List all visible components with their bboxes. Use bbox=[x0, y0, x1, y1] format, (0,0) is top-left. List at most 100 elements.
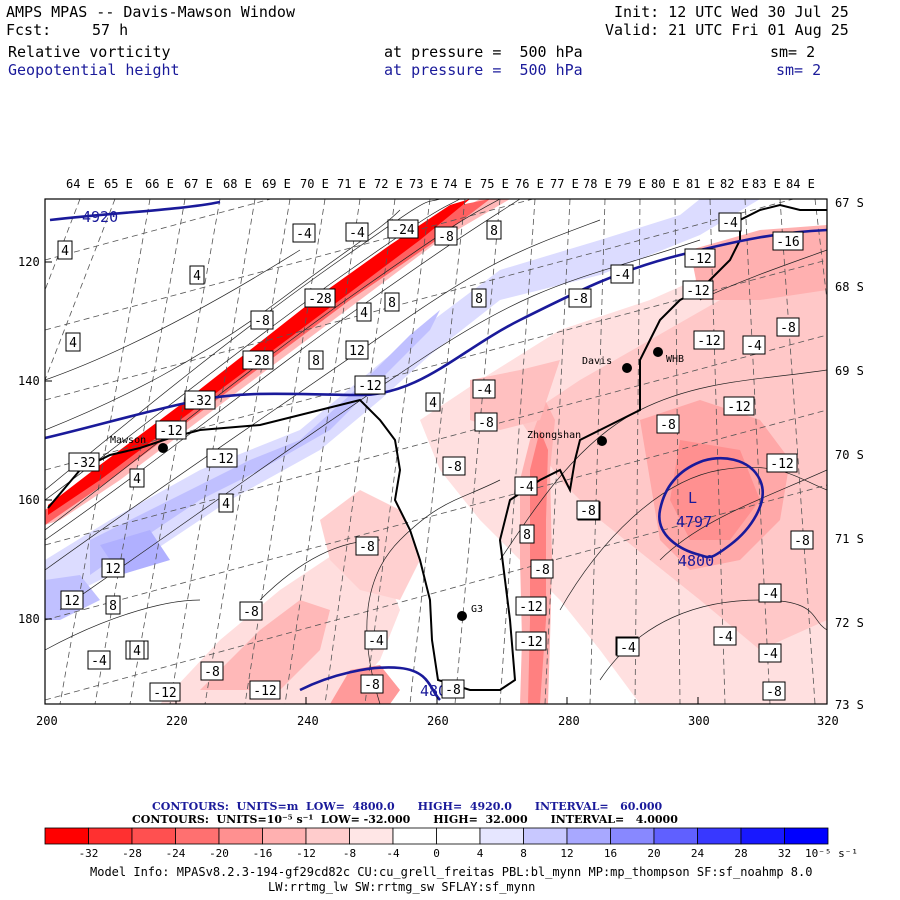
vorticity-label-box bbox=[758, 583, 782, 603]
vorticity-label: -4 bbox=[614, 268, 630, 283]
vorticity-label-box bbox=[568, 288, 592, 308]
vorticity-label-box bbox=[610, 264, 634, 284]
vorticity-labels: 4 4 4 4 -4 -4 -24 -8 8 -28 -8 8 4 8 -28 8 12 -32 -12 -32 -12… bbox=[57, 212, 814, 702]
colorbar-tick-label: 4 bbox=[477, 847, 484, 860]
height-labels: 4920 4800 4800 L 4797 bbox=[82, 208, 714, 700]
vorticity-label-box bbox=[515, 631, 547, 651]
field2-smoothing: sm= 2 bbox=[776, 61, 822, 79]
vorticity-label-box bbox=[87, 650, 111, 670]
lat-label: 70 S bbox=[835, 448, 864, 462]
x-label: 300 bbox=[688, 714, 710, 728]
vorticity-label-box bbox=[723, 396, 755, 416]
vorticity-label-box bbox=[718, 212, 742, 232]
colorbar-tick-label: -24 bbox=[166, 847, 186, 860]
vorticity-label-box bbox=[129, 640, 145, 660]
vorticity-label: 8 bbox=[388, 296, 396, 311]
vorticity-label-box bbox=[101, 558, 125, 578]
colorbar-cell bbox=[305, 827, 350, 845]
graticule bbox=[45, 199, 827, 704]
vorticity-label-box bbox=[292, 223, 316, 243]
colorbar-tick-label: 28 bbox=[734, 847, 747, 860]
vorticity-label-box bbox=[762, 681, 786, 701]
colorbar-tick-label: 24 bbox=[691, 847, 705, 860]
vorticity-label: -28 bbox=[246, 354, 269, 369]
lat-label: 72 S bbox=[835, 616, 864, 630]
vorticity-label: -4 bbox=[620, 641, 636, 656]
vorticity-label-box bbox=[684, 248, 716, 268]
colorbar-cell bbox=[610, 827, 655, 845]
colorbar-tick-label: 16 bbox=[604, 847, 617, 860]
x-axis-labels: 200 220 240 260 280 300 320 bbox=[36, 714, 839, 728]
field1-level: at pressure = 500 hPa bbox=[384, 43, 583, 61]
vorticity-label: -12 bbox=[253, 684, 276, 699]
vorticity-label: -4 bbox=[476, 383, 492, 398]
vorticity-label-box bbox=[616, 637, 640, 657]
vorticity-label: -8 bbox=[364, 678, 380, 693]
lat-label: 71 S bbox=[835, 532, 864, 546]
model-info: Model Info: MPASv8.2.3-194-gf29cd82c CU:… bbox=[90, 865, 813, 879]
vorticity-label-box bbox=[308, 350, 324, 370]
vorticity-label: -8 bbox=[254, 314, 270, 329]
vorticity-label: -8 bbox=[572, 292, 588, 307]
vorticity-label-box bbox=[790, 530, 814, 550]
colorbar-tick-label: -4 bbox=[386, 847, 400, 860]
lat-label: 67 S bbox=[835, 196, 864, 210]
lon-label: 65 E bbox=[104, 177, 133, 191]
vorticity-label: -8 bbox=[534, 563, 550, 578]
vorticity-label-box bbox=[576, 500, 600, 520]
colorbar-tick-label: 32 bbox=[778, 847, 791, 860]
vorticity-label: -12 bbox=[210, 452, 233, 467]
vorticity-label-box bbox=[105, 595, 121, 615]
vorticity-label: -8 bbox=[478, 416, 494, 431]
colorbar-tick-label: 20 bbox=[647, 847, 660, 860]
vorticity-label: -8 bbox=[438, 230, 454, 245]
vorticity-label-box bbox=[682, 280, 714, 300]
vorticity-label: 4 bbox=[222, 497, 230, 512]
vorticity-label: -8 bbox=[766, 685, 782, 700]
colorbar-tick-label: -8 bbox=[343, 847, 356, 860]
colorbar-cell bbox=[131, 827, 176, 845]
vorticity-label-box bbox=[442, 456, 466, 476]
vorticity-label-box bbox=[742, 335, 766, 355]
init-time: Init: 12 UTC Wed 30 Jul 25 bbox=[614, 3, 849, 21]
lat-labels: 67 S 68 S 69 S 70 S 71 S 72 S 73 S bbox=[835, 196, 864, 712]
vorticity-label: -8 bbox=[204, 665, 220, 680]
station-label-davis: Davis bbox=[582, 356, 612, 367]
lon-label: 82 E bbox=[720, 177, 749, 191]
y-axis-labels: 120 140 160 180 bbox=[18, 255, 40, 626]
vorticity-label: 4 bbox=[69, 336, 77, 351]
lon-label: 67 E bbox=[184, 177, 213, 191]
colorbar-cell bbox=[436, 827, 481, 845]
vorticity-label-box bbox=[471, 288, 487, 308]
vorticity-label-box bbox=[355, 536, 379, 556]
vorticity-label-box bbox=[766, 453, 798, 473]
vorticity-label-box bbox=[239, 601, 263, 621]
vorticity-label-box bbox=[129, 468, 145, 488]
vorticity-label-box bbox=[656, 414, 680, 434]
x-label: 240 bbox=[297, 714, 319, 728]
vorticity-label-box bbox=[200, 661, 224, 681]
lon-label: 81 E bbox=[686, 177, 715, 191]
vorticity-label: 12 bbox=[105, 562, 121, 577]
vorticity-label: 8 bbox=[490, 224, 498, 239]
vorticity-label-box bbox=[60, 590, 84, 610]
vorticity-label-box bbox=[519, 524, 535, 544]
vorticity-label-box bbox=[360, 674, 384, 694]
vorticity-label: -8 bbox=[660, 418, 676, 433]
vorticity-label-box bbox=[345, 222, 369, 242]
vorticity-label-box bbox=[356, 302, 372, 322]
vorticity-label: 8 bbox=[523, 528, 531, 543]
colorbar-cell bbox=[523, 827, 568, 845]
vorticity-label-box bbox=[149, 682, 181, 702]
x-label: 280 bbox=[558, 714, 580, 728]
colorbar-cell bbox=[479, 827, 524, 845]
vorticity-label-box bbox=[693, 330, 725, 350]
lon-labels: 64 E 65 E 66 E 67 E 68 E 69 E 70 E 71 E … bbox=[66, 177, 815, 191]
station-label-zhongshan: Zhongshan bbox=[527, 430, 581, 441]
colorbar-cell bbox=[218, 827, 263, 845]
station-marker-g3 bbox=[457, 611, 467, 621]
vorticity-label: -32 bbox=[72, 456, 95, 471]
vorticity-label-box bbox=[364, 630, 388, 650]
vorticity-label: -12 bbox=[358, 379, 381, 394]
